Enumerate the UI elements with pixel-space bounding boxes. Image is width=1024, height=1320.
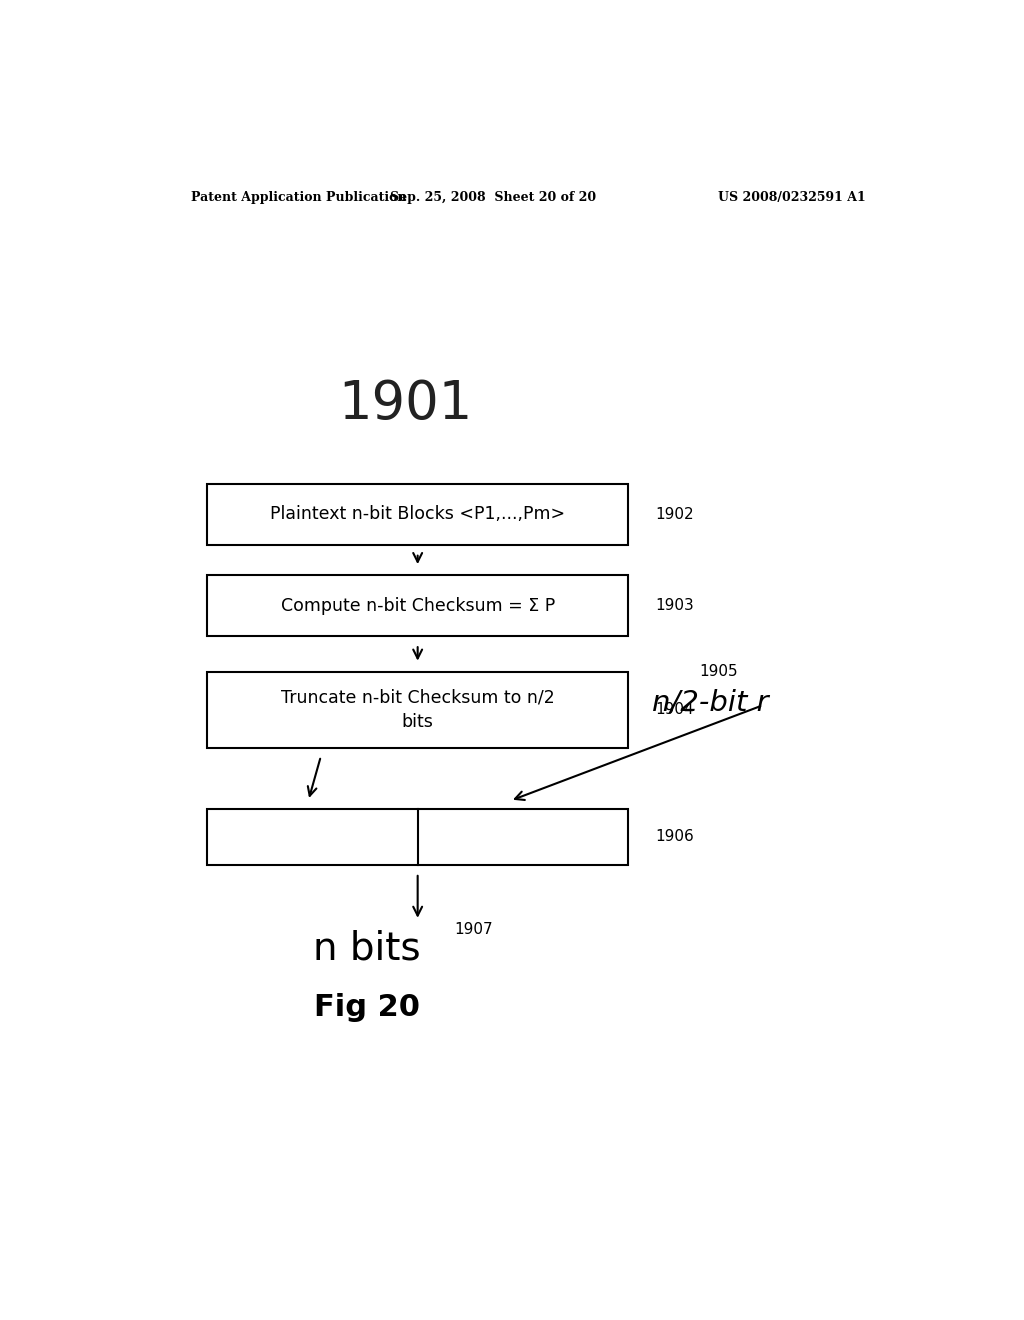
Text: 1905: 1905 <box>699 664 738 680</box>
FancyBboxPatch shape <box>207 483 628 545</box>
Text: Fig 20: Fig 20 <box>314 993 420 1022</box>
Text: US 2008/0232591 A1: US 2008/0232591 A1 <box>718 190 866 203</box>
Text: n bits: n bits <box>313 929 421 968</box>
Text: 1904: 1904 <box>655 702 694 717</box>
FancyBboxPatch shape <box>207 809 628 865</box>
Text: Patent Application Publication: Patent Application Publication <box>191 190 407 203</box>
FancyBboxPatch shape <box>207 576 628 636</box>
Text: 1903: 1903 <box>655 598 694 612</box>
Text: Plaintext n-bit Blocks <P1,...,Pm>: Plaintext n-bit Blocks <P1,...,Pm> <box>270 506 565 523</box>
Text: Truncate n-bit Checksum to n/2
bits: Truncate n-bit Checksum to n/2 bits <box>281 689 555 730</box>
Text: 1907: 1907 <box>455 923 494 937</box>
Text: 1901: 1901 <box>339 379 473 430</box>
Text: Sep. 25, 2008  Sheet 20 of 20: Sep. 25, 2008 Sheet 20 of 20 <box>390 190 596 203</box>
Text: n/2-bit r: n/2-bit r <box>652 688 768 717</box>
Text: Compute n-bit Checksum = Σ P: Compute n-bit Checksum = Σ P <box>281 597 555 615</box>
Text: 1906: 1906 <box>655 829 694 845</box>
Text: 1902: 1902 <box>655 507 694 521</box>
FancyBboxPatch shape <box>207 672 628 748</box>
